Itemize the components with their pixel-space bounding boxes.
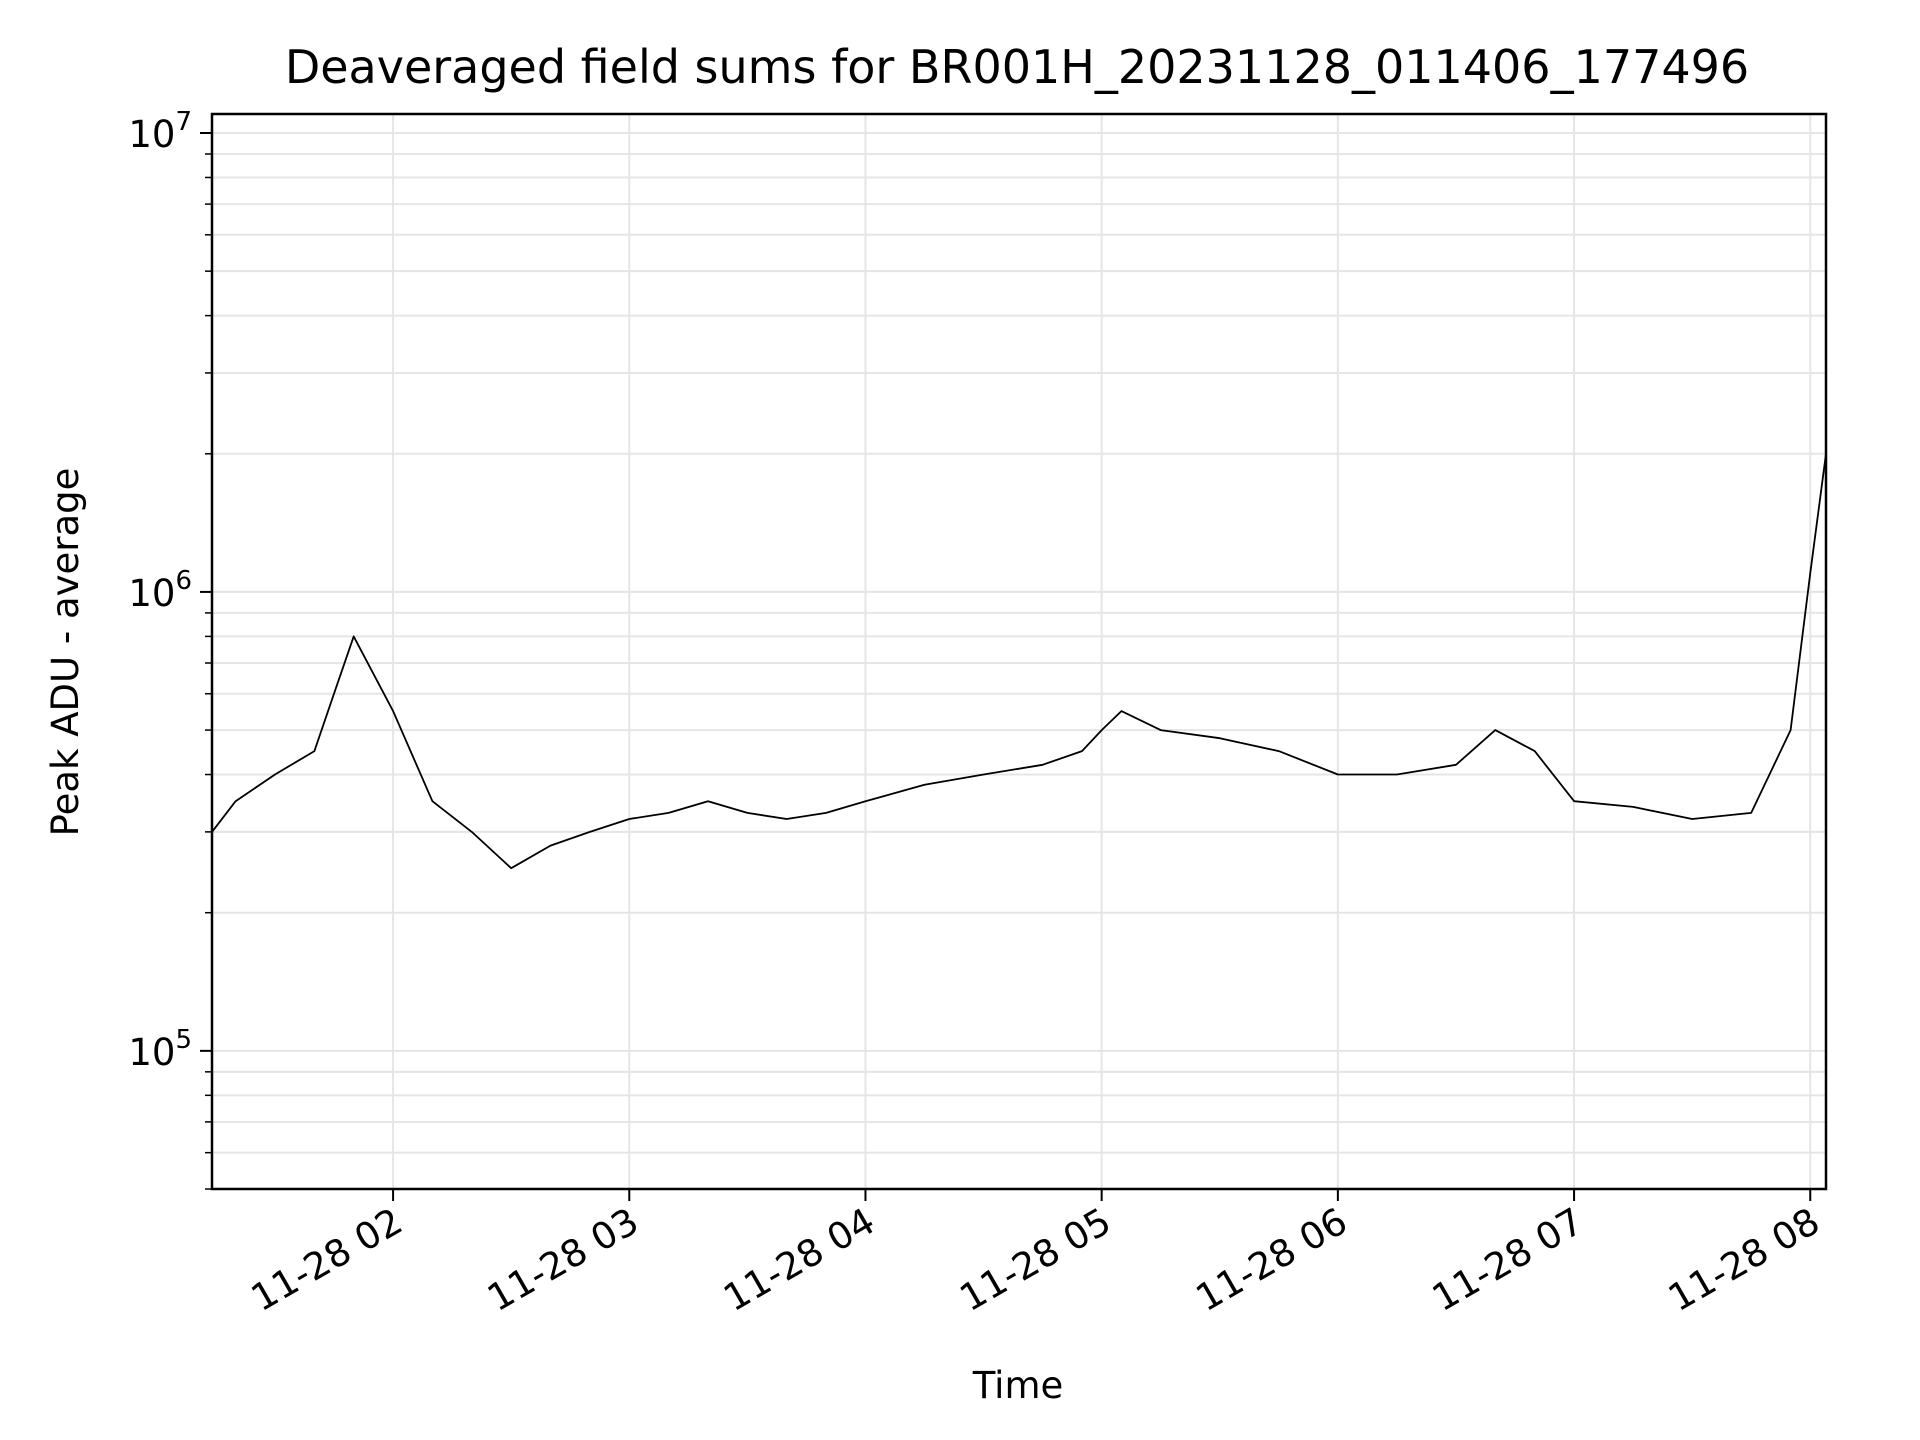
y-tick-label: 107 — [128, 107, 192, 156]
y-tick-label: 106 — [128, 566, 192, 615]
x-tick-label: 11-28 05 — [953, 1200, 1119, 1320]
y-tick-label: 105 — [128, 1025, 192, 1074]
y-axis-label: Peak ADU - average — [44, 468, 87, 837]
series-line — [211, 453, 1827, 870]
x-tick-label: 11-28 06 — [1189, 1200, 1355, 1320]
grid — [212, 114, 1826, 1190]
x-tick-label: 11-28 04 — [716, 1200, 882, 1320]
x-axis-label: Time — [972, 1364, 1064, 1407]
y-axis: 105 106 107 — [128, 107, 212, 1190]
series-line-group — [211, 453, 1827, 870]
x-tick-label: 11-28 03 — [480, 1200, 646, 1320]
x-axis: 11-28 02 11-28 03 11-28 04 11-28 05 11-28 06… — [244, 1189, 1827, 1320]
x-tick-label: 11-28 02 — [244, 1200, 410, 1320]
plot-frame — [210, 112, 1828, 1191]
chart-title: Deaveraged field sums for BR001H_2023112… — [285, 40, 1749, 94]
x-tick-label: 11-28 07 — [1425, 1200, 1591, 1320]
x-tick-label: 11-28 08 — [1661, 1200, 1827, 1320]
